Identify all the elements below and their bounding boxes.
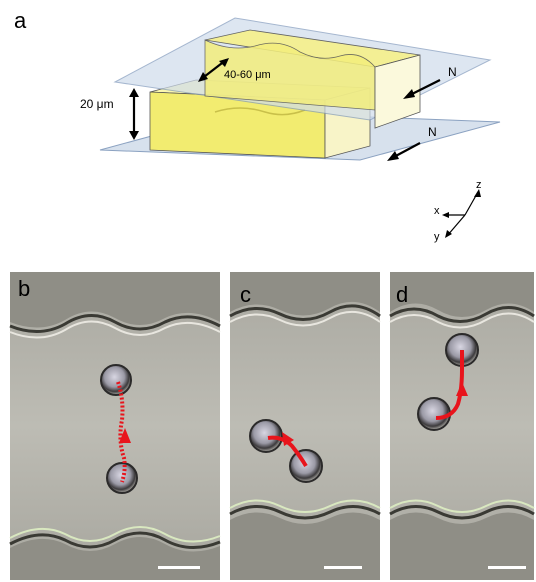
field-arrowhead-top: [403, 89, 415, 99]
field-arrowhead-bottom: [387, 151, 399, 161]
axis-x-label: x: [434, 205, 440, 217]
panel-label-d: d: [396, 282, 409, 307]
field-label-top: N: [448, 65, 457, 79]
panel-label-a: a: [14, 8, 27, 33]
width-label: 40-60 μm: [224, 69, 271, 81]
axis-z-label: z: [476, 179, 482, 191]
panel-b: [9, 272, 221, 580]
height-arrowhead-bottom: [129, 131, 139, 140]
schematic-panel: 40-60 μm 20 μm N N z x y: [80, 17, 501, 243]
axis-y-head: [445, 230, 452, 238]
axis-x-head: [442, 212, 449, 218]
field-label-bottom: N: [428, 125, 437, 139]
height-label: 20 μm: [80, 97, 114, 111]
panel-d: [389, 272, 535, 580]
right-wall-side: [374, 54, 421, 129]
panel-c: [229, 272, 381, 580]
axis-z-head: [474, 189, 481, 197]
panel-label-c: c: [240, 282, 251, 307]
height-arrowhead-top: [129, 88, 139, 97]
axis-y-label: y: [434, 231, 440, 243]
right-wall-front: [204, 39, 376, 111]
width-arrowhead-b: [219, 58, 229, 67]
panel-label-b: b: [18, 276, 31, 301]
width-arrowhead-a: [198, 72, 208, 82]
wavy-edge-lower: [214, 107, 306, 116]
